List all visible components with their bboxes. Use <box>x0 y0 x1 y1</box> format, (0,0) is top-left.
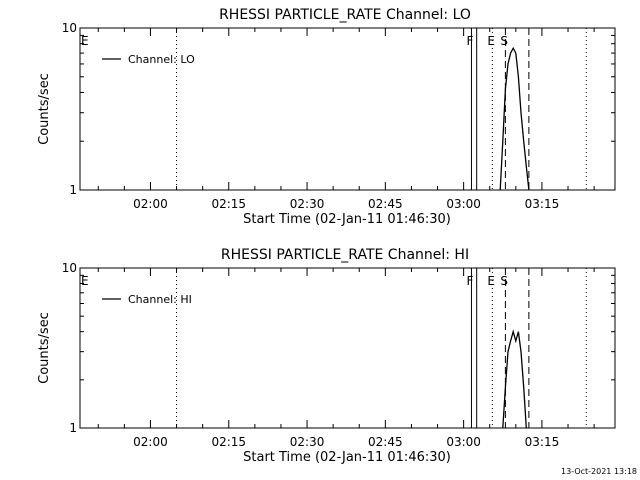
x-axis-label: Start Time (02-Jan-11 01:46:30) <box>243 450 451 465</box>
panel-2: RHESSI PARTICLE_RATE Channel: HI 1 10 02:00… <box>37 247 616 465</box>
x-axis-label: Start Time (02-Jan-11 01:46:30) <box>243 212 451 227</box>
legend-entry: Channel: HI <box>128 293 192 306</box>
flag-label: E <box>81 274 89 288</box>
panel-1: RHESSI PARTICLE_RATE Channel: LO 1 10 02:00… <box>37 7 616 227</box>
chart-title: RHESSI PARTICLE_RATE Channel: HI <box>221 247 469 263</box>
y-tick-label: 1 <box>69 421 77 435</box>
flag-label: S <box>500 274 508 288</box>
x-tick-label: 03:15 <box>525 197 560 211</box>
x-tick-label: 03:15 <box>525 435 560 449</box>
flag-label: S <box>500 34 508 48</box>
plot-frame <box>79 27 616 191</box>
x-tick-label: 03:00 <box>446 197 481 211</box>
x-tick-label: 02:00 <box>133 435 168 449</box>
x-tick-label: 02:15 <box>211 435 246 449</box>
x-tick-label: 02:30 <box>290 435 325 449</box>
x-tick-label: 02:00 <box>133 197 168 211</box>
footer-timestamp: 13-Oct-2021 13:18 <box>561 467 637 476</box>
flag-label: E <box>487 274 495 288</box>
y-tick-label: 10 <box>62 261 77 275</box>
legend-entry: Channel: LO <box>128 53 195 66</box>
y-tick-label: 1 <box>69 183 77 197</box>
y-tick-label: 10 <box>62 21 77 35</box>
flag-label: E <box>487 34 495 48</box>
x-tick-label: 02:15 <box>211 197 246 211</box>
flag-label: F <box>466 274 473 288</box>
x-tick-label: 02:45 <box>368 435 403 449</box>
x-tick-label: 02:30 <box>290 197 325 211</box>
series-line <box>499 46 530 191</box>
y-axis-label: Counts/sec <box>37 73 52 145</box>
x-tick-label: 02:45 <box>368 197 403 211</box>
flag-label: F <box>466 34 473 48</box>
plot-frame <box>79 267 616 429</box>
series-line <box>502 329 527 429</box>
flag-label: E <box>81 34 89 48</box>
y-axis-label: Counts/sec <box>37 312 52 384</box>
chart-title: RHESSI PARTICLE_RATE Channel: LO <box>219 7 471 23</box>
x-tick-label: 03:00 <box>446 435 481 449</box>
